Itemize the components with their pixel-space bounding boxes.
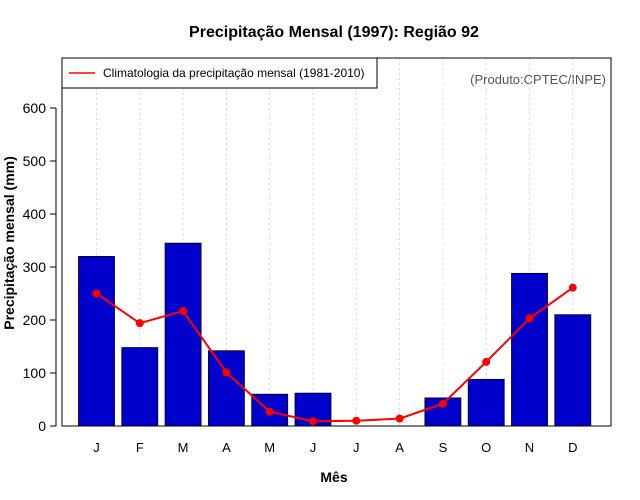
bar-series xyxy=(78,242,592,427)
legend: Climatologia da precipitação mensal (198… xyxy=(61,57,378,89)
climatology-point xyxy=(265,407,274,416)
climatology-point xyxy=(179,306,188,315)
x-tick-label: D xyxy=(568,440,577,455)
y-axis: 0 100 200 300 400 500 600 xyxy=(23,100,57,434)
climatology-point xyxy=(309,417,317,426)
bar xyxy=(207,350,245,427)
climatology-line xyxy=(95,286,574,423)
climatology-point xyxy=(395,414,404,423)
climatology-point xyxy=(482,357,491,366)
bar xyxy=(78,255,115,427)
x-tick-label: S xyxy=(439,440,448,455)
x-tick-label: N xyxy=(525,440,534,455)
x-tick-label: J xyxy=(310,440,317,455)
x-tick-label: O xyxy=(481,440,491,455)
x-tick-label: A xyxy=(222,440,231,455)
y-tick-label: 0 xyxy=(38,418,46,434)
y-tick-label: 600 xyxy=(23,100,47,116)
bar xyxy=(121,347,159,427)
legend-box xyxy=(61,57,378,89)
x-axis-label: Mês xyxy=(320,469,347,485)
x-tick-label: J xyxy=(353,440,360,455)
bar xyxy=(164,242,202,427)
climatology-point xyxy=(92,289,101,298)
climatology-point xyxy=(222,368,231,377)
y-axis-label: Precipitação mensal (mm) xyxy=(1,156,17,330)
x-tick-label: M xyxy=(178,440,189,455)
climatology-point xyxy=(568,283,577,292)
y-tick-label: 200 xyxy=(23,312,47,328)
climatology-point xyxy=(525,314,534,323)
x-tick-label: A xyxy=(395,440,404,455)
y-tick-label: 500 xyxy=(23,153,47,169)
bar xyxy=(511,272,548,427)
climatology-point xyxy=(135,319,144,328)
x-tick-label: J xyxy=(93,440,100,455)
climatology-point xyxy=(438,399,447,408)
credit-annotation: (Produto:CPTEC/INPE) xyxy=(470,72,606,87)
bar xyxy=(554,314,592,427)
x-tick-label: M xyxy=(264,440,275,455)
y-tick-label: 100 xyxy=(23,365,47,381)
y-tick-label: 400 xyxy=(23,206,47,222)
x-tick-label: F xyxy=(136,440,144,455)
bar xyxy=(467,378,505,427)
climatology-point xyxy=(352,416,361,425)
legend-entry-climatology: Climatologia da precipitação mensal (198… xyxy=(103,66,364,80)
y-tick-label: 300 xyxy=(23,259,47,275)
climatology-series xyxy=(92,283,577,426)
chart-title: Precipitação Mensal (1997): Região 92 xyxy=(189,24,479,41)
